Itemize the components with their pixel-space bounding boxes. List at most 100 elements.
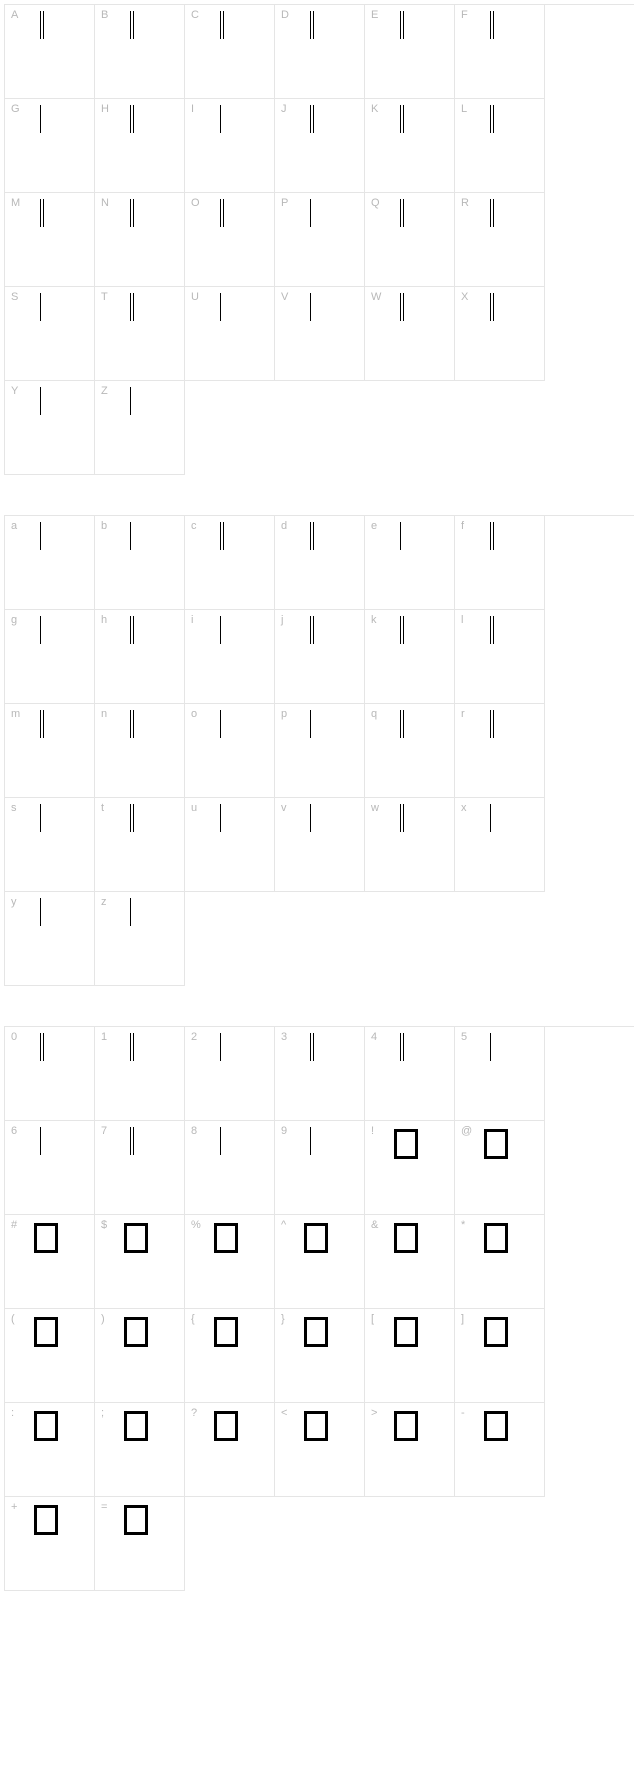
glyph-cell[interactable]: q — [365, 704, 455, 798]
glyph-cell[interactable]: - — [455, 1403, 545, 1497]
needle-foot-icon — [310, 833, 314, 836]
glyph-cell[interactable]: X — [455, 287, 545, 381]
glyph-cell[interactable]: W — [365, 287, 455, 381]
glyph-label: H — [101, 103, 109, 115]
glyph-cell[interactable]: ] — [455, 1309, 545, 1403]
glyph-cell[interactable]: 7 — [95, 1121, 185, 1215]
glyph-cell[interactable]: e — [365, 516, 455, 610]
glyph-cell[interactable]: N — [95, 193, 185, 287]
glyph-cell[interactable]: p — [275, 704, 365, 798]
glyph-cell[interactable]: J — [275, 99, 365, 193]
glyph-cell[interactable]: 2 — [185, 1027, 275, 1121]
needle-glyph-icon — [490, 804, 496, 834]
glyph-label: ; — [101, 1407, 104, 1419]
glyph-cell[interactable]: D — [275, 5, 365, 99]
glyph-cell[interactable]: t — [95, 798, 185, 892]
glyph-cell[interactable]: a — [5, 516, 95, 610]
glyph-cell[interactable]: f — [455, 516, 545, 610]
glyph-cell[interactable]: P — [275, 193, 365, 287]
glyph-cell[interactable]: Y — [5, 381, 95, 475]
glyph-preview — [482, 616, 510, 656]
glyph-cell[interactable]: n — [95, 704, 185, 798]
glyph-cell[interactable]: < — [275, 1403, 365, 1497]
glyph-cell[interactable]: % — [185, 1215, 275, 1309]
glyph-preview — [122, 616, 150, 656]
glyph-cell[interactable]: T — [95, 287, 185, 381]
missing-glyph-icon — [124, 1505, 148, 1535]
glyph-cell[interactable]: s — [5, 798, 95, 892]
glyph-cell[interactable]: & — [365, 1215, 455, 1309]
glyph-cell[interactable]: 4 — [365, 1027, 455, 1121]
glyph-cell[interactable]: o — [185, 704, 275, 798]
glyph-cell[interactable]: k — [365, 610, 455, 704]
glyph-cell[interactable]: { — [185, 1309, 275, 1403]
glyph-cell[interactable]: 1 — [95, 1027, 185, 1121]
glyph-cell[interactable]: K — [365, 99, 455, 193]
glyph-cell[interactable]: O — [185, 193, 275, 287]
glyph-cell[interactable]: 5 — [455, 1027, 545, 1121]
glyph-preview — [32, 1033, 60, 1073]
glyph-cell[interactable]: b — [95, 516, 185, 610]
glyph-cell[interactable]: $ — [95, 1215, 185, 1309]
glyph-cell[interactable]: 9 — [275, 1121, 365, 1215]
glyph-cell[interactable]: c — [185, 516, 275, 610]
glyph-cell[interactable]: m — [5, 704, 95, 798]
glyph-preview — [32, 616, 60, 656]
glyph-cell[interactable]: Q — [365, 193, 455, 287]
glyph-cell[interactable]: h — [95, 610, 185, 704]
glyph-cell[interactable]: A — [5, 5, 95, 99]
glyph-cell[interactable]: ) — [95, 1309, 185, 1403]
needle-foot-icon — [400, 551, 404, 554]
glyph-cell[interactable]: v — [275, 798, 365, 892]
glyph-cell[interactable]: S — [5, 287, 95, 381]
glyph-cell[interactable]: } — [275, 1309, 365, 1403]
glyph-preview — [122, 293, 150, 333]
glyph-cell[interactable]: Z — [95, 381, 185, 475]
glyph-cell[interactable]: x — [455, 798, 545, 892]
glyph-cell[interactable]: i — [185, 610, 275, 704]
missing-glyph-icon — [214, 1317, 238, 1347]
glyph-cell[interactable]: y — [5, 892, 95, 986]
glyph-cell[interactable]: F — [455, 5, 545, 99]
glyph-cell[interactable]: E — [365, 5, 455, 99]
needle-foot-icon — [310, 134, 314, 137]
glyph-cell[interactable]: u — [185, 798, 275, 892]
glyph-cell[interactable]: ! — [365, 1121, 455, 1215]
glyph-cell[interactable]: 3 — [275, 1027, 365, 1121]
glyph-cell[interactable]: ; — [95, 1403, 185, 1497]
glyph-cell[interactable]: g — [5, 610, 95, 704]
glyph-cell[interactable]: 0 — [5, 1027, 95, 1121]
glyph-cell[interactable]: C — [185, 5, 275, 99]
glyph-cell[interactable]: H — [95, 99, 185, 193]
glyph-cell[interactable]: [ — [365, 1309, 455, 1403]
glyph-preview — [392, 804, 420, 844]
glyph-cell[interactable]: ( — [5, 1309, 95, 1403]
glyph-cell[interactable]: r — [455, 704, 545, 798]
glyph-cell[interactable]: : — [5, 1403, 95, 1497]
glyph-cell[interactable]: z — [95, 892, 185, 986]
glyph-cell[interactable]: V — [275, 287, 365, 381]
glyph-cell[interactable]: w — [365, 798, 455, 892]
glyph-cell[interactable]: B — [95, 5, 185, 99]
glyph-cell[interactable]: 8 — [185, 1121, 275, 1215]
glyph-cell[interactable]: I — [185, 99, 275, 193]
glyph-cell[interactable]: d — [275, 516, 365, 610]
glyph-cell[interactable]: 6 — [5, 1121, 95, 1215]
glyph-cell[interactable]: @ — [455, 1121, 545, 1215]
glyph-cell[interactable]: G — [5, 99, 95, 193]
glyph-cell[interactable]: ^ — [275, 1215, 365, 1309]
glyph-cell[interactable]: L — [455, 99, 545, 193]
glyph-cell[interactable]: + — [5, 1497, 95, 1591]
glyph-cell[interactable]: U — [185, 287, 275, 381]
glyph-cell[interactable]: l — [455, 610, 545, 704]
glyph-cell[interactable]: ? — [185, 1403, 275, 1497]
glyph-cell[interactable]: M — [5, 193, 95, 287]
glyph-cell[interactable]: j — [275, 610, 365, 704]
glyph-cell[interactable]: = — [95, 1497, 185, 1591]
glyph-cell[interactable]: * — [455, 1215, 545, 1309]
needle-glyph-icon — [490, 1033, 496, 1063]
glyph-cell[interactable]: R — [455, 193, 545, 287]
needle-foot-icon — [40, 1062, 44, 1065]
glyph-cell[interactable]: # — [5, 1215, 95, 1309]
glyph-cell[interactable]: > — [365, 1403, 455, 1497]
